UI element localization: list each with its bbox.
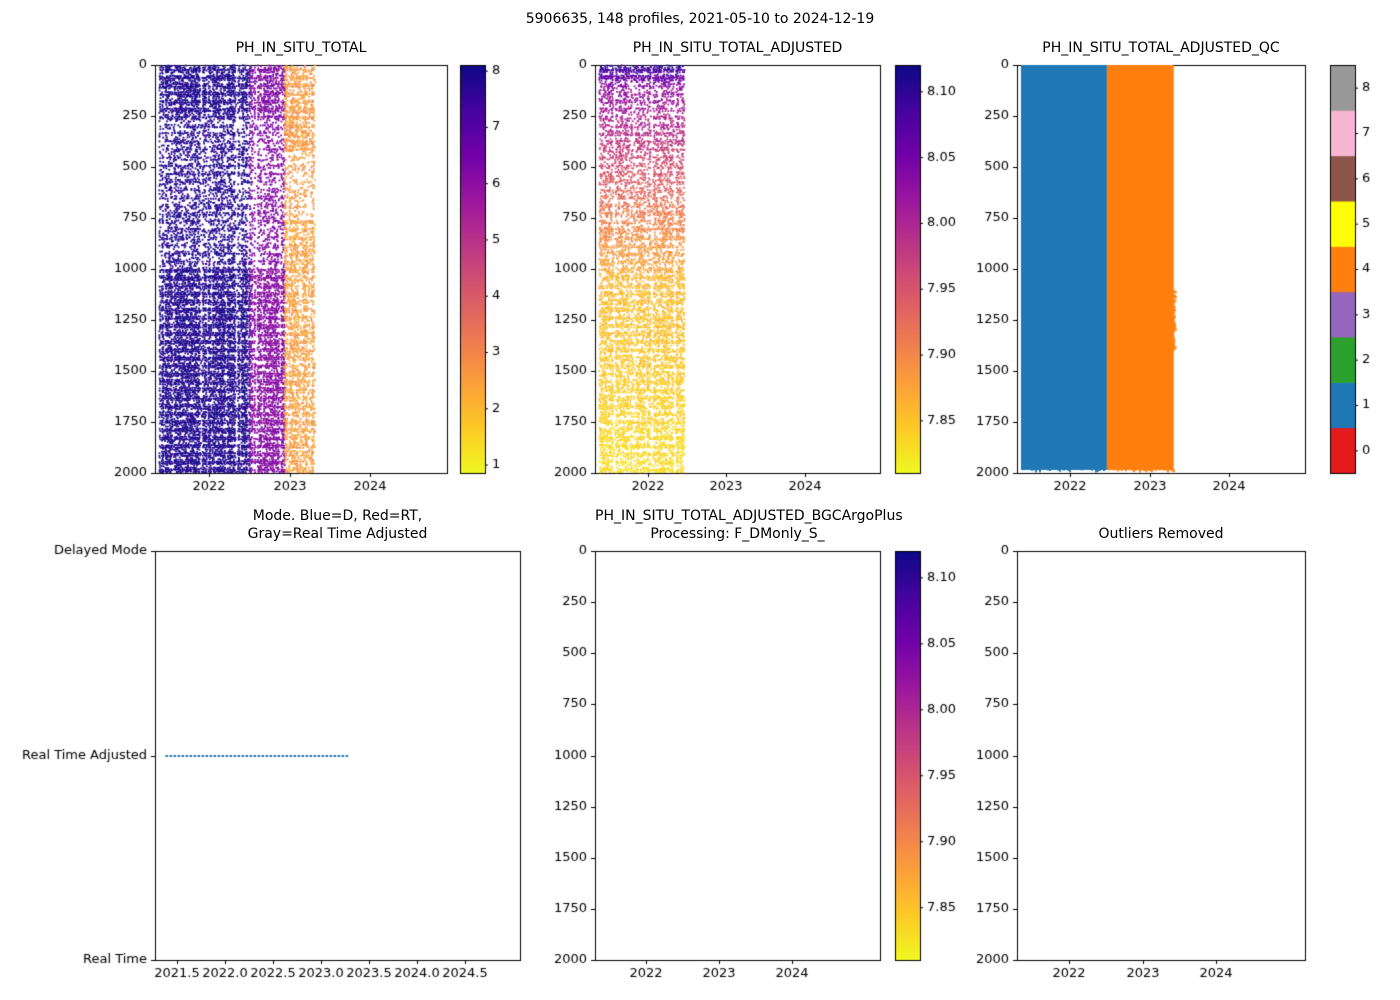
panel-title-bgcargoplus-processing: PH_IN_SITU_TOTAL_ADJUSTED_BGCArgoPlus Pr…: [595, 508, 903, 542]
panel-title-ph-in-situ-total-adjusted-qc: PH_IN_SITU_TOTAL_ADJUSTED_QC: [1042, 40, 1280, 56]
panel-title-outliers-removed: Outliers Removed: [1098, 526, 1224, 542]
panel-title-ph-in-situ-total-adjusted: PH_IN_SITU_TOTAL_ADJUSTED: [632, 40, 843, 56]
panel-title-mode: Mode. Blue=D, Red=RT, Gray=Real Time Adj…: [247, 508, 428, 542]
figure-suptitle: 5906635, 148 profiles, 2021-05-10 to 202…: [525, 11, 875, 27]
panel-title-ph-in-situ-total: PH_IN_SITU_TOTAL: [235, 40, 367, 56]
